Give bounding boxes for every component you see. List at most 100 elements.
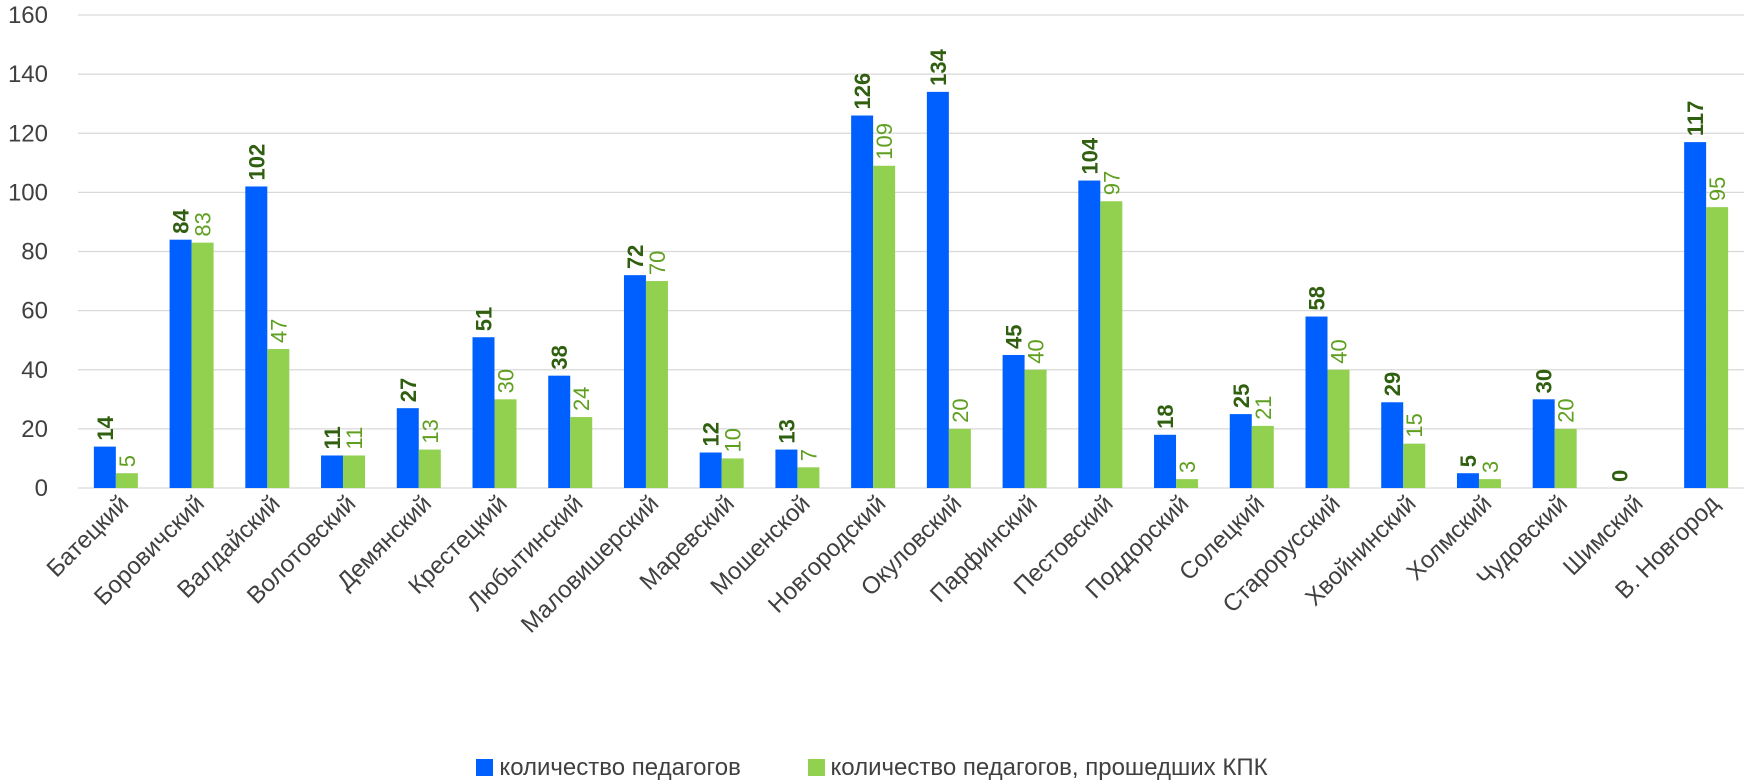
data-label-series-2: 83	[191, 212, 216, 236]
bar-series-1	[1078, 180, 1101, 489]
legend-swatch-series-2	[807, 759, 825, 776]
data-label-series-1: 58	[1305, 286, 1330, 310]
data-label-series-1: 0	[1607, 470, 1632, 482]
y-tick-label: 120	[8, 120, 48, 147]
data-label-series-1: 11	[320, 426, 345, 449]
data-label-series-1: 30	[1532, 369, 1557, 393]
data-label-series-1: 14	[93, 415, 118, 440]
data-label-series-2: 109	[872, 123, 897, 160]
data-label-series-1: 72	[623, 245, 648, 269]
data-label-series-1: 18	[1153, 404, 1178, 428]
bar-series-1	[699, 452, 722, 488]
data-label-series-1: 84	[169, 208, 194, 233]
data-label-series-2: 7	[796, 449, 821, 461]
data-label-series-1: 5	[1456, 455, 1481, 467]
bar-series-2	[418, 449, 441, 488]
data-label-series-1: 25	[1229, 384, 1254, 408]
bar-series-1	[93, 446, 116, 488]
data-label-series-1: 38	[547, 345, 572, 369]
bar-series-2	[1478, 479, 1501, 488]
x-axis-categories: БатецкийБоровичскийВалдайскийВолотовский…	[42, 490, 1725, 638]
y-tick-label: 100	[8, 179, 48, 206]
legend-swatch-series-1	[476, 759, 494, 776]
data-label-series-2: 10	[721, 428, 746, 452]
bar-series-1	[1154, 434, 1177, 488]
bar-series-1	[321, 455, 344, 488]
legend-item-series-2: количество педагогов, прошедших КПК	[807, 754, 1268, 782]
data-label-series-2: 97	[1099, 171, 1124, 195]
bar-series-2	[1024, 369, 1047, 488]
data-label-series-2: 5	[115, 455, 140, 467]
bar-series-2	[1403, 443, 1426, 488]
bar-series-2	[191, 242, 214, 488]
bar-series-2	[721, 458, 744, 488]
legend-item-series-1: количество педагогов	[476, 754, 741, 782]
x-category-label: Маловишерский	[516, 490, 664, 638]
bar-series-2	[1100, 201, 1123, 488]
bar-series-1	[245, 186, 268, 488]
data-label-series-2: 13	[418, 419, 443, 443]
data-label-series-2: 3	[1478, 461, 1503, 473]
y-tick-label: 140	[8, 61, 48, 88]
data-label-series-1: 29	[1380, 372, 1405, 396]
bar-series-2	[1176, 479, 1199, 488]
bar-series-1	[472, 337, 495, 488]
data-label-series-1: 45	[1002, 324, 1027, 348]
bar-series-2	[494, 399, 517, 488]
bar-series-1	[1002, 354, 1025, 488]
data-label-series-2: 20	[1554, 398, 1579, 422]
data-label-series-1: 104	[1077, 137, 1102, 174]
data-label-series-1: 102	[244, 144, 269, 181]
bar-series-1	[851, 115, 874, 488]
bar-series-2	[1327, 369, 1350, 488]
bar-series-1	[396, 408, 419, 488]
data-label-series-2: 3	[1175, 461, 1200, 473]
data-label-series-1: 134	[926, 48, 951, 85]
bar-series-1	[775, 449, 798, 488]
bar-series-1	[1532, 399, 1555, 488]
y-tick-label: 160	[8, 2, 48, 29]
bar-series-1	[1381, 402, 1404, 488]
bar-series-2	[1554, 428, 1577, 488]
bar-series-1	[1456, 473, 1479, 488]
data-label-series-1: 126	[850, 73, 875, 110]
data-label-series-2: 95	[1705, 177, 1730, 201]
y-tick-label: 0	[35, 475, 48, 502]
data-label-series-2: 70	[645, 251, 670, 275]
data-label-series-1: 51	[472, 307, 497, 331]
bar-series-1	[1305, 316, 1328, 488]
bar-series-1	[1684, 142, 1707, 488]
bar-series-2	[343, 455, 366, 488]
bar-series-2	[873, 165, 896, 489]
bar-series-2	[115, 473, 138, 488]
y-axis-ticks: 0 20 40 60 80 100 120 140 160	[8, 2, 48, 502]
data-label-series-1: 117	[1683, 101, 1708, 137]
data-label-series-2: 40	[1327, 339, 1352, 363]
data-label-series-2: 30	[494, 369, 519, 393]
bar-series-2	[1706, 207, 1729, 488]
legend-label-series-1: количество педагогов	[499, 754, 741, 781]
bar-series-2	[645, 281, 668, 488]
bars	[93, 91, 1729, 489]
gridlines	[78, 14, 1744, 489]
data-label-series-2: 11	[342, 427, 367, 450]
bar-series-1	[926, 91, 949, 489]
data-label-series-2: 47	[266, 319, 291, 343]
legend-label-series-2: количество педагогов, прошедших КПК	[830, 754, 1268, 781]
data-label-series-1: 12	[699, 422, 724, 446]
legend: количество педагогов количество педагого…	[0, 754, 1744, 782]
data-label-series-2: 24	[569, 387, 594, 411]
y-tick-label: 40	[21, 357, 48, 384]
bar-series-2	[570, 417, 593, 488]
bar-series-1	[1229, 414, 1252, 488]
y-tick-label: 60	[21, 298, 48, 325]
y-tick-label: 80	[21, 239, 48, 266]
data-label-series-1: 13	[774, 419, 799, 443]
bar-series-2	[797, 467, 820, 488]
bar-series-1	[548, 375, 571, 488]
data-label-series-2: 20	[948, 398, 973, 422]
data-label-series-2: 21	[1251, 395, 1276, 419]
data-label-series-2: 15	[1402, 413, 1427, 437]
